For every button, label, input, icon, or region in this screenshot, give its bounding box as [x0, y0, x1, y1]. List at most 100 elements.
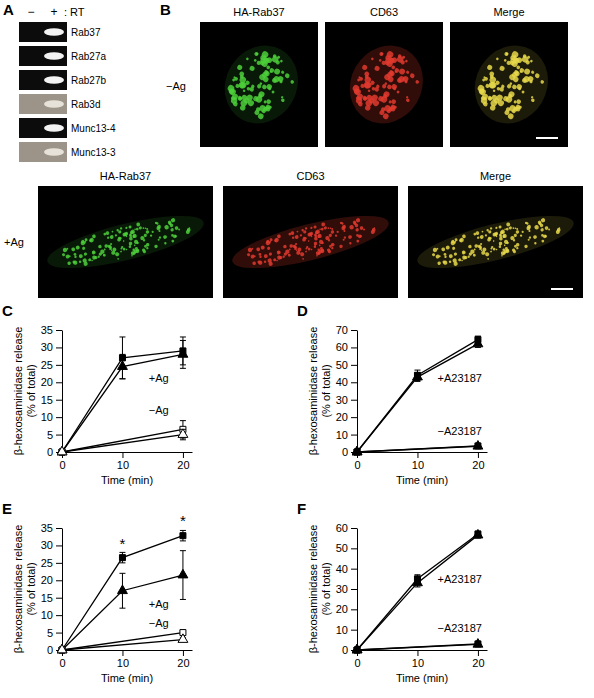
vesicle	[390, 104, 396, 110]
vesicle	[534, 242, 537, 245]
vesicle	[512, 227, 514, 229]
vesicle	[282, 255, 285, 258]
vesicle	[71, 247, 76, 252]
vesicle	[432, 247, 437, 252]
vesicle	[449, 260, 452, 263]
vesicle	[492, 89, 495, 92]
vesicle	[111, 230, 113, 232]
panel-letter: F	[297, 500, 306, 517]
axis-line	[357, 529, 358, 651]
vesicle	[513, 250, 517, 254]
tick-label: 40	[336, 563, 348, 575]
vesicle	[378, 58, 382, 62]
tick: 30	[336, 394, 357, 406]
vesicle	[461, 259, 463, 261]
vesicle	[380, 95, 389, 104]
vesicle	[487, 95, 493, 101]
vesicle	[477, 236, 480, 239]
tick: 15	[41, 592, 62, 604]
micrograph	[325, 22, 443, 147]
vesicle	[336, 230, 339, 233]
gene-label: Munc13-4	[71, 123, 116, 134]
annotation: +Ag	[149, 372, 169, 384]
vesicle	[445, 245, 450, 250]
tick-label: 10	[336, 429, 348, 441]
vesicle	[444, 255, 447, 258]
vesicle	[489, 104, 496, 111]
annotation: *	[180, 512, 186, 529]
vesicle	[273, 258, 277, 262]
vesicle	[129, 236, 133, 240]
micrograph	[450, 22, 568, 147]
vesicle	[276, 250, 281, 255]
vesicle	[242, 89, 245, 92]
vesicle	[264, 57, 269, 62]
vesicle	[263, 69, 269, 75]
tick-label: 0	[59, 459, 65, 471]
tick-mark	[56, 615, 62, 616]
vesicle	[62, 253, 66, 257]
vesicle	[281, 96, 284, 99]
tick-mark	[351, 365, 357, 366]
vesicle	[543, 234, 547, 238]
vesicle	[540, 223, 544, 227]
tick-mark	[56, 347, 62, 348]
vesicle	[441, 247, 446, 252]
marker	[178, 569, 188, 578]
vesicle	[323, 226, 327, 230]
tick-mark	[56, 598, 62, 599]
tick: 10	[117, 650, 129, 669]
vesicle	[265, 104, 271, 110]
vesicle	[379, 51, 384, 56]
cell-body	[43, 205, 208, 279]
series-line	[357, 446, 478, 452]
vesicle	[526, 222, 529, 225]
vesicle	[327, 227, 329, 229]
vesicle	[134, 228, 136, 230]
vesicle	[511, 50, 520, 59]
vesicle	[468, 244, 472, 248]
vesicle	[341, 226, 346, 231]
tick: 15	[41, 394, 62, 406]
tick-label: 30	[336, 394, 348, 406]
vesicle	[156, 222, 159, 225]
vesicle	[83, 261, 88, 266]
vesicle	[339, 244, 343, 248]
marker	[413, 577, 423, 586]
axis-title: (% of total)	[25, 562, 37, 615]
axis-line	[62, 331, 63, 453]
gel-band	[44, 124, 64, 132]
vesicle	[359, 226, 363, 230]
tick-label: 0	[47, 644, 53, 656]
vesicle	[317, 233, 322, 238]
tick-label: 50	[336, 542, 348, 554]
vesicle	[436, 248, 438, 250]
tick: 20	[41, 574, 62, 586]
vesicle	[274, 237, 279, 242]
vesicle	[489, 74, 494, 79]
tick: 60	[336, 522, 357, 534]
vesicle	[329, 227, 331, 229]
chart: F010200102030405060β-hexosaminidase rele…	[297, 500, 488, 684]
axis-title: β-hexosaminidase release	[12, 525, 24, 654]
vesicle	[258, 253, 261, 256]
gene-label: Rab27b	[71, 75, 106, 86]
tick: 20	[177, 452, 189, 471]
vesicle	[437, 261, 441, 265]
vesicle	[556, 228, 560, 232]
vesicle	[458, 258, 462, 262]
marker	[352, 446, 362, 455]
vesicle	[321, 227, 324, 230]
tick: 10	[117, 452, 129, 471]
vesicle	[461, 250, 466, 255]
tick-label: 0	[342, 644, 348, 656]
image-ground	[325, 22, 443, 147]
vesicle	[386, 84, 392, 90]
tick: 10	[412, 452, 424, 471]
series-line	[62, 640, 183, 650]
vesicle	[527, 55, 531, 59]
vesicle	[186, 228, 190, 232]
tick-label: 5	[47, 429, 53, 441]
vesicle	[454, 252, 458, 256]
vesicle	[256, 60, 262, 66]
